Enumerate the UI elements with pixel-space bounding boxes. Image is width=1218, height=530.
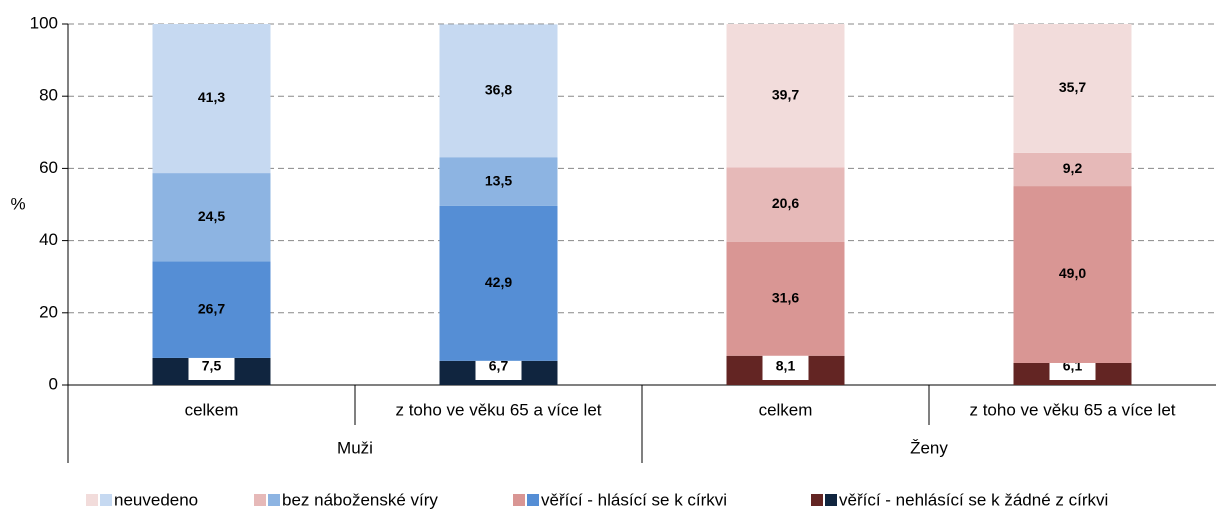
y-tick-label: 80: [39, 86, 58, 105]
value-label: 26,7: [198, 300, 225, 316]
value-label-box: [188, 354, 235, 380]
legend-swatch: [100, 494, 112, 506]
value-label: 13,5: [485, 172, 512, 188]
legend-swatch: [268, 494, 280, 506]
legend-swatch: [811, 494, 823, 506]
bar-segment: [1013, 152, 1132, 187]
bar-segment: [439, 157, 558, 206]
bar-segment: [726, 241, 845, 356]
value-label: 35,7: [1059, 79, 1086, 95]
value-label: 42,9: [485, 274, 512, 290]
value-label: 49,0: [1059, 265, 1086, 281]
y-tick-label: 60: [39, 158, 58, 177]
value-label: 41,3: [198, 89, 225, 105]
y-axis-label: %: [10, 194, 25, 213]
legend-swatch: [825, 494, 837, 506]
bar-segment: [152, 173, 271, 262]
legend-label: neuvedeno: [114, 490, 198, 509]
value-label: 31,6: [772, 289, 799, 305]
bar-segment: [1013, 186, 1132, 363]
legend-label: bez náboženské víry: [282, 490, 438, 509]
value-label: 24,5: [198, 208, 225, 224]
bar-segment: [726, 24, 845, 168]
bar-segment: [152, 24, 271, 174]
bar-segment: [1013, 24, 1132, 153]
legend-swatch: [254, 494, 266, 506]
value-label: 20,6: [772, 195, 799, 211]
legend-label: věřící - nehlásící se k žádné z církvi: [839, 490, 1108, 509]
bar-segment: [726, 167, 845, 242]
y-tick-label: 40: [39, 230, 58, 249]
y-tick-label: 100: [30, 13, 58, 32]
legend-swatch: [527, 494, 539, 506]
value-label: 36,8: [485, 81, 512, 97]
x-tick-label: z toho ve věku 65 a více let: [969, 400, 1175, 419]
value-label: 9,2: [1063, 160, 1083, 176]
y-tick-label: 0: [49, 374, 58, 393]
group-label: Ženy: [910, 438, 948, 457]
bar-segment: [439, 205, 558, 361]
value-label: 39,7: [772, 86, 799, 102]
x-tick-label: celkem: [759, 400, 813, 419]
x-tick-label: celkem: [185, 400, 239, 419]
x-tick-label: z toho ve věku 65 a více let: [395, 400, 601, 419]
value-label: 6,7: [489, 358, 509, 374]
bar-segment: [439, 24, 558, 158]
legend-swatch: [86, 494, 98, 506]
legend-swatch: [513, 494, 525, 506]
value-label-box: [762, 354, 809, 380]
legend-label: věřící - hlásící se k církvi: [541, 490, 727, 509]
bar-segment: [152, 261, 271, 358]
value-label: 7,5: [202, 358, 222, 374]
group-label: Muži: [337, 438, 373, 457]
y-tick-label: 20: [39, 302, 58, 321]
value-label: 8,1: [776, 358, 796, 374]
